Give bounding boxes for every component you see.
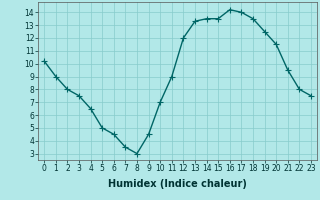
X-axis label: Humidex (Indice chaleur): Humidex (Indice chaleur) — [108, 179, 247, 189]
